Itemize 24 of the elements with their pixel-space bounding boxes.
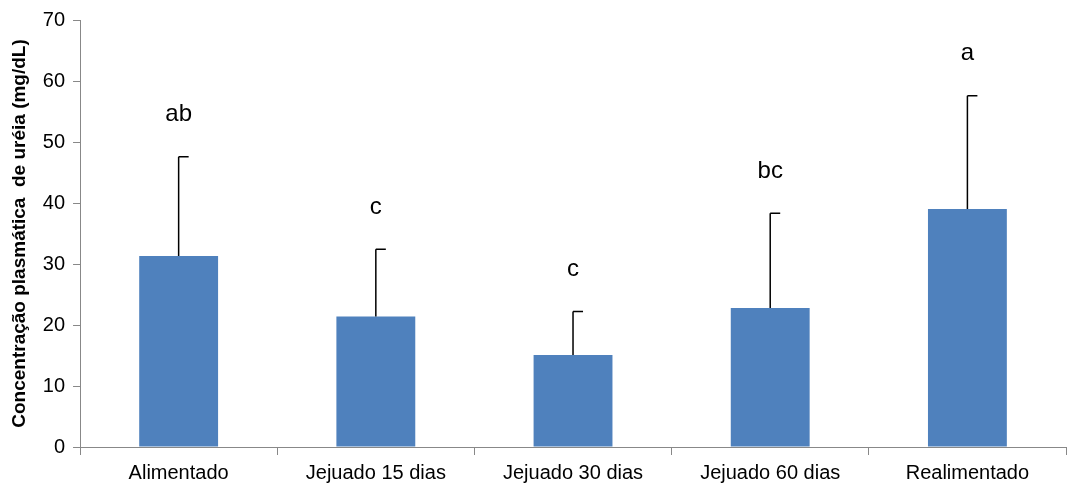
y-tick-label: 60 — [42, 68, 66, 91]
annotation: c — [567, 254, 580, 282]
y-axis-title: Concentração plasmática de uréia (mg/dL) — [7, 39, 29, 428]
annotation: bc — [757, 155, 783, 183]
bar — [336, 316, 416, 447]
annotation: c — [369, 191, 382, 219]
y-tick-label: 50 — [42, 129, 66, 152]
y-tick-label: 0 — [53, 434, 66, 457]
y-tick-label: 70 — [42, 7, 66, 30]
bar — [139, 256, 219, 447]
annotation: a — [960, 38, 975, 66]
y-tick-label: 30 — [42, 251, 66, 274]
x-tick-label: Jejuado 30 dias — [502, 460, 644, 483]
x-tick-label: Jejuado 15 dias — [305, 460, 446, 483]
bar — [533, 354, 613, 447]
bar — [927, 209, 1007, 447]
bar — [730, 307, 810, 447]
x-tick-label: Alimentado — [128, 460, 229, 483]
y-tick-label: 40 — [42, 190, 66, 213]
x-tick-label: Realimentado — [905, 460, 1030, 483]
y-tick-label: 20 — [42, 312, 66, 335]
x-tick-label: Jejuado 60 dias — [700, 460, 841, 483]
annotation: ab — [165, 99, 192, 127]
y-tick-label: 10 — [42, 373, 66, 396]
